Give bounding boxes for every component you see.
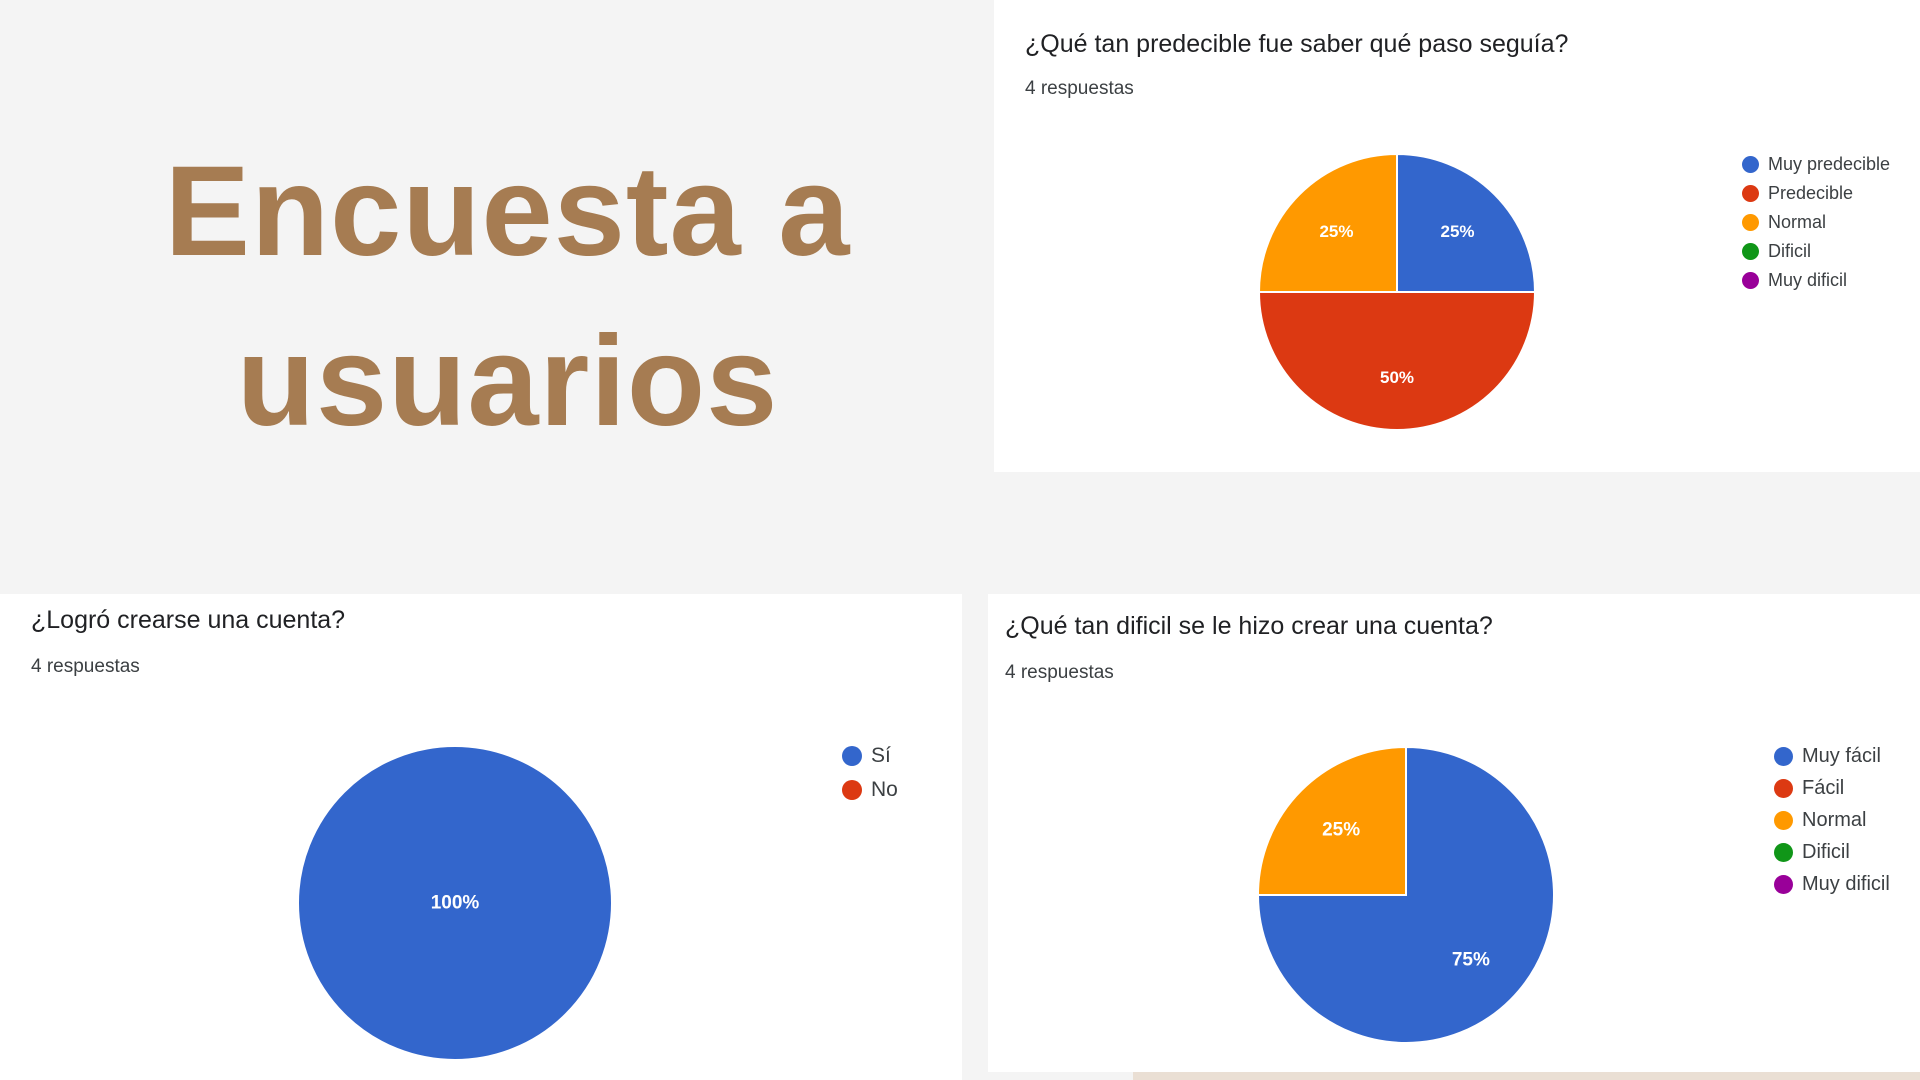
pie-slice-normal[interactable] xyxy=(1256,745,1407,896)
pie-data-label: 25% xyxy=(1322,820,1360,841)
chart-response-count: 4 respuestas xyxy=(1005,662,1114,683)
pie-data-label: 50% xyxy=(1380,368,1414,387)
legend-label: Fácil xyxy=(1802,776,1845,799)
pie-slice-normal[interactable] xyxy=(1257,152,1398,293)
chart-card-dificultad: ¿Qué tan dificil se le hizo crear una cu… xyxy=(988,594,1920,1072)
legend-label: Muy dificil xyxy=(1768,270,1848,290)
pie-data-label: 100% xyxy=(431,893,480,914)
chart-question: ¿Logró crearse una cuenta? xyxy=(31,606,346,634)
legend-label: Muy predecible xyxy=(1768,154,1891,174)
legend-item-muy-dificil[interactable]: Muy dificil xyxy=(1742,266,1890,295)
legend-swatch xyxy=(1742,214,1759,231)
legend-label: Dificil xyxy=(1802,840,1850,863)
legend-item-normal[interactable]: Normal xyxy=(1774,804,1890,836)
pie-data-label: 25% xyxy=(1319,222,1353,241)
pie-slice-si[interactable] xyxy=(297,745,613,1061)
legend-item-predecible[interactable]: Predecible xyxy=(1742,179,1890,208)
legend-swatch xyxy=(1742,156,1759,173)
legend-label: Dificil xyxy=(1768,241,1811,261)
chart-response-count: 4 respuestas xyxy=(31,656,140,677)
legend-label: Muy fácil xyxy=(1802,744,1881,767)
legend-label: No xyxy=(871,778,898,801)
legend-label: Normal xyxy=(1802,808,1867,831)
chart-legend: Muy fácil Fácil Normal Dificil Muy dificil xyxy=(1774,740,1890,900)
chart-legend: Sí No xyxy=(842,739,898,807)
title-block: Encuesta a usuarios xyxy=(0,0,1015,594)
legend-swatch xyxy=(1774,810,1793,830)
legend-swatch xyxy=(1742,272,1759,289)
legend-item-muy-facil[interactable]: Muy fácil xyxy=(1774,740,1890,772)
pie-chart: 25% 50% 25% xyxy=(1257,152,1537,431)
chart-response-count: 4 respuestas xyxy=(1025,78,1134,99)
legend-item-si[interactable]: Sí xyxy=(842,739,898,773)
legend-swatch xyxy=(1774,778,1793,798)
chart-question: ¿Qué tan dificil se le hizo crear una cu… xyxy=(1005,612,1493,640)
legend-item-dificil[interactable]: Dificil xyxy=(1742,237,1890,266)
legend-label: Muy dificil xyxy=(1802,872,1890,895)
chart-question: ¿Qué tan predecible fue saber qué paso s… xyxy=(1025,30,1569,58)
bottom-strip xyxy=(1133,1072,1920,1080)
legend-item-normal[interactable]: Normal xyxy=(1742,208,1890,237)
chart-card-cuenta: ¿Logró crearse una cuenta? 4 respuestas … xyxy=(0,594,962,1080)
pie-data-label: 75% xyxy=(1452,949,1490,970)
pie-slice-predecible[interactable] xyxy=(1257,291,1537,431)
pie-data-label: 25% xyxy=(1440,222,1474,241)
legend-item-facil[interactable]: Fácil xyxy=(1774,772,1890,804)
legend-swatch xyxy=(1774,874,1793,894)
legend-label: Predecible xyxy=(1768,183,1854,203)
legend-swatch xyxy=(1774,746,1793,766)
pie-slice-muy-predecible[interactable] xyxy=(1396,152,1537,293)
legend-item-no[interactable]: No xyxy=(842,773,898,807)
legend-swatch xyxy=(1742,243,1759,260)
legend-item-muy-dificil[interactable]: Muy dificil xyxy=(1774,868,1890,900)
legend-swatch xyxy=(1742,185,1759,202)
legend-item-dificil[interactable]: Dificil xyxy=(1774,836,1890,868)
legend-swatch xyxy=(842,746,862,766)
pie-chart: 100% xyxy=(297,745,613,1061)
page-title-line-1: Encuesta a xyxy=(164,140,851,283)
legend-label: Normal xyxy=(1768,212,1827,232)
legend-swatch xyxy=(842,780,862,800)
legend-item-muy-predecible[interactable]: Muy predecible xyxy=(1742,150,1890,179)
legend-label: Sí xyxy=(871,744,891,767)
legend-swatch xyxy=(1774,842,1793,862)
pie-chart: 75% 25% xyxy=(1256,745,1555,1044)
chart-legend: Muy predecible Predecible Normal Dificil Muy… xyxy=(1742,150,1890,295)
chart-card-predecible: ¿Qué tan predecible fue saber qué paso s… xyxy=(994,0,1920,472)
page-title-line-2: usuarios xyxy=(236,310,779,453)
